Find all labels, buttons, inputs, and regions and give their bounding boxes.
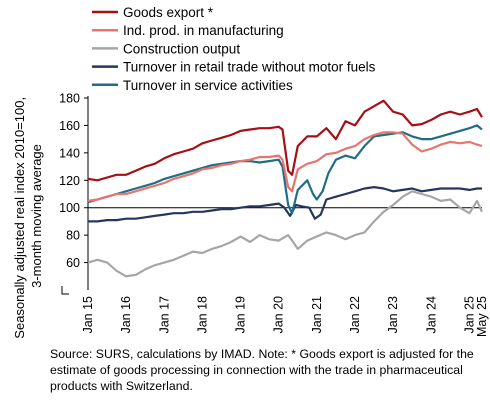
x-tick-label: Jan 24	[424, 296, 438, 334]
y-tick-label: 120	[59, 174, 80, 188]
y-axis-label-line-2: 3-month moving average	[29, 144, 44, 288]
x-tick-label: Jan 22	[348, 296, 362, 334]
legend-label: Ind. prod. in manufacturing	[123, 23, 284, 38]
series-line-2	[87, 131, 483, 202]
y-tick-label: 140	[59, 146, 80, 160]
y-tick-label: 100	[59, 201, 80, 215]
legend-label: Construction output	[123, 41, 240, 56]
x-tick-label: Jan 18	[195, 296, 209, 334]
x-tick-label: May 25	[475, 296, 489, 337]
y-axis-label-line-1: Seasonally adjusted real index 2010=100,	[12, 97, 27, 339]
y-tick-label: 80	[66, 229, 80, 243]
series-line-1	[87, 99, 483, 182]
x-ticks: Jan 15 Jan 16 Jan 17 Jan 18 Jan 19 Jan 20 Jan …	[81, 296, 489, 337]
x-tick-label: Jan 17	[157, 296, 171, 334]
y-tick-label: 180	[59, 92, 80, 106]
legend: Goods export * Ind. prod. in manufacturin…	[92, 5, 376, 93]
legend-label: Goods export *	[123, 5, 214, 20]
axes: 60 80 100 120 140 160 180	[59, 92, 482, 295]
line-chart: Goods export * Ind. prod. in manufacturin…	[12, 5, 489, 339]
series-line-4	[88, 186, 482, 223]
x-tick-label: Jan 16	[119, 296, 133, 334]
legend-label: Turnover in service activities	[123, 78, 293, 93]
x-tick-label: Jan 25	[462, 296, 476, 334]
series-line-3	[87, 190, 483, 278]
y-tick-label: 60	[66, 256, 80, 270]
x-tick-label: Jan 23	[386, 296, 400, 334]
x-tick-label: Jan 19	[234, 296, 248, 334]
legend-label: Turnover in retail trade without motor f…	[123, 60, 376, 75]
y-axis-label: Seasonally adjusted real index 2010=100,…	[12, 93, 44, 338]
x-tick-label: Jan 21	[310, 296, 324, 334]
source-note: Source: SURS, calculations by IMAD. Note…	[50, 347, 474, 393]
series-line-5	[87, 124, 483, 215]
series-lines	[87, 99, 483, 278]
axis-break-marker	[61, 286, 69, 295]
x-tick-label: Jan 20	[272, 296, 286, 334]
x-tick-label: Jan 15	[81, 296, 95, 334]
y-tick-label: 160	[59, 119, 80, 133]
